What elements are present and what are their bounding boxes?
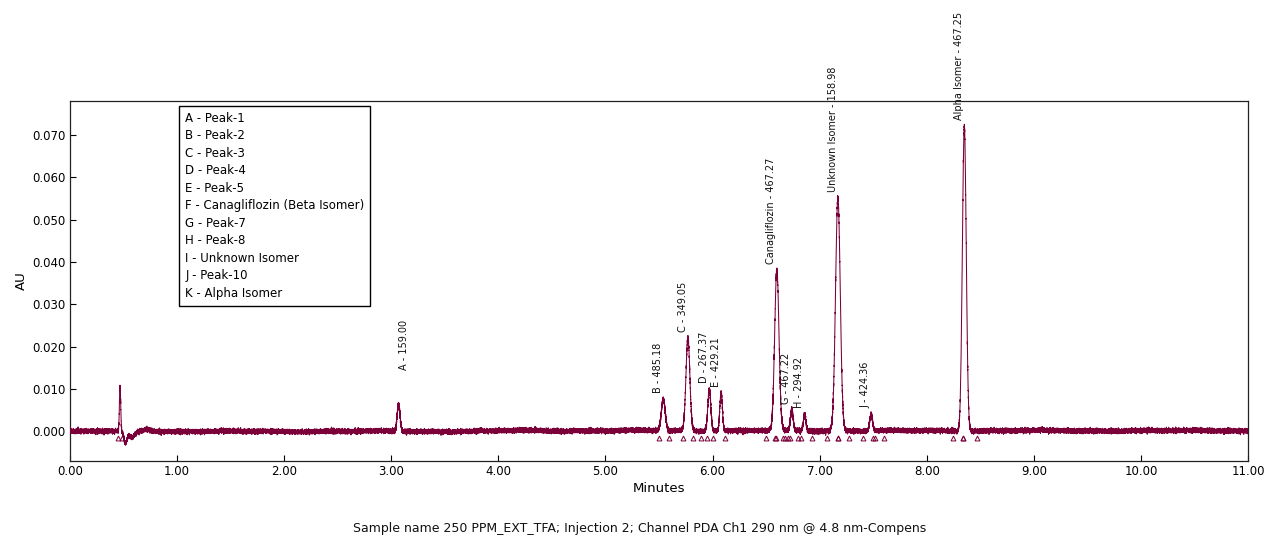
Text: B - 485.18: B - 485.18 bbox=[653, 343, 663, 393]
Text: Sample name 250 PPM_EXT_TFA; Injection 2; Channel PDA Ch1 290 nm @ 4.8 nm-Compen: Sample name 250 PPM_EXT_TFA; Injection 2… bbox=[353, 522, 927, 535]
Text: G - 467.22: G - 467.22 bbox=[782, 353, 791, 404]
Text: A - Peak-1
B - Peak-2
C - Peak-3
D - Peak-4
E - Peak-5
F - Canagliflozin (Beta I: A - Peak-1 B - Peak-2 C - Peak-3 D - Pea… bbox=[186, 112, 365, 300]
Text: A - 159.00: A - 159.00 bbox=[399, 320, 410, 370]
Text: J - 424.36: J - 424.36 bbox=[860, 362, 870, 408]
Text: Alpha Isomer - 467.25: Alpha Isomer - 467.25 bbox=[954, 12, 964, 120]
Text: E - 429.21: E - 429.21 bbox=[710, 337, 721, 387]
X-axis label: Minutes: Minutes bbox=[632, 482, 685, 495]
Text: H - 294.92: H - 294.92 bbox=[795, 357, 804, 408]
Text: Unknown Isomer - 158.98: Unknown Isomer - 158.98 bbox=[828, 67, 837, 192]
Text: C - 349.05: C - 349.05 bbox=[677, 281, 687, 332]
Text: Canagliflozin - 467.27: Canagliflozin - 467.27 bbox=[767, 158, 777, 264]
Y-axis label: AU: AU bbox=[15, 272, 28, 291]
Text: D - 267.37: D - 267.37 bbox=[699, 331, 709, 383]
